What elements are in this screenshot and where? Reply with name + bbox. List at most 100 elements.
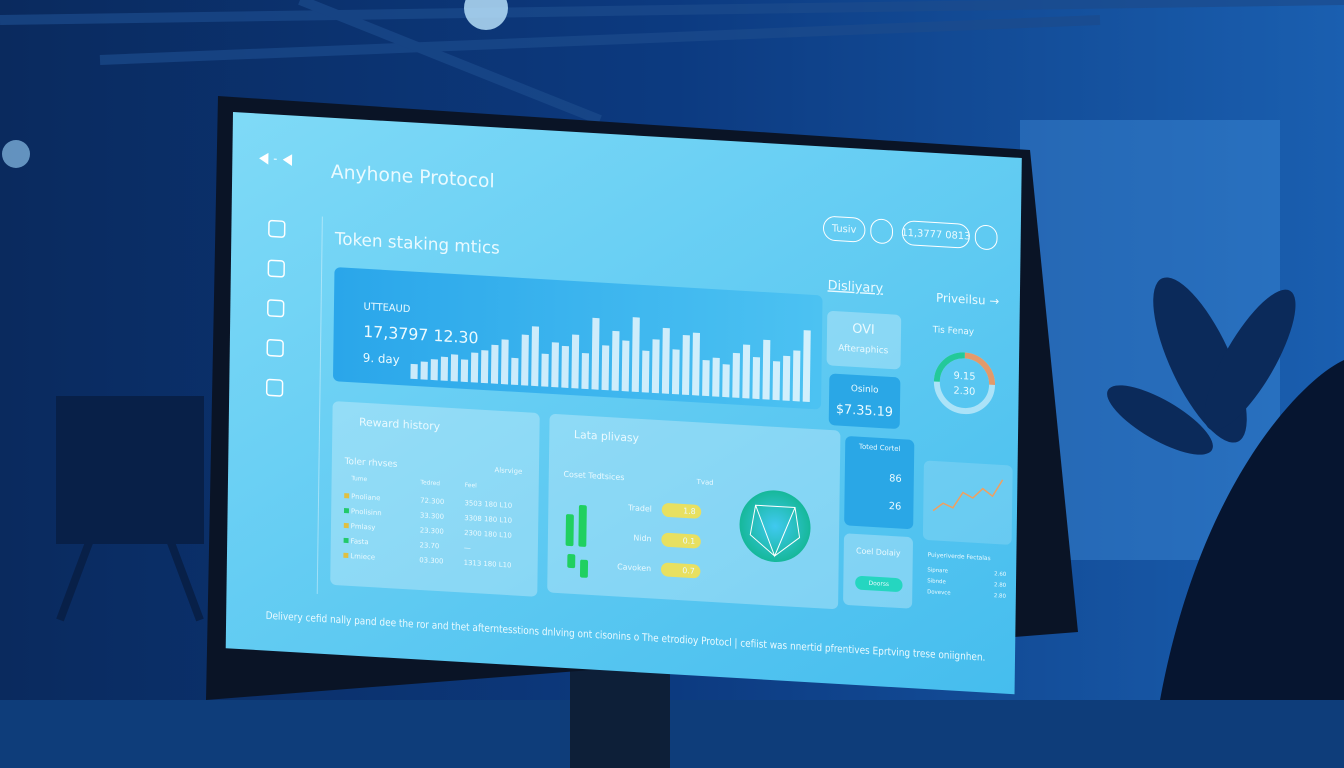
overview-card-label: Osinlo: [851, 384, 879, 396]
ceiling-light: [2, 140, 30, 168]
details-value: 2.80: [994, 593, 1007, 600]
table-cell: Pnolisinn: [351, 507, 382, 517]
person-silhouette: [1150, 360, 1344, 768]
sidebar-icon[interactable]: [266, 339, 284, 357]
panel-note: Tvad: [696, 478, 714, 487]
bar: [712, 357, 720, 397]
ring-value: 2.30: [953, 386, 975, 398]
table-header: Tume: [350, 475, 367, 483]
bar: [470, 352, 479, 383]
privacy-row-label: Cavoken: [617, 562, 651, 573]
sidebar-icon[interactable]: [268, 219, 286, 238]
header-button[interactable]: [822, 216, 866, 243]
total-value: 26: [889, 501, 902, 513]
row-dot: [343, 508, 349, 514]
ring-segment: [964, 352, 996, 386]
overview-card-value: $7.35.19: [836, 402, 893, 420]
staking-period: 9. day: [363, 351, 400, 367]
green-block: [578, 504, 587, 547]
tab[interactable]: Priveilsu →: [936, 291, 999, 309]
table-cell: 1313 180 L10: [464, 559, 512, 570]
details-value: 2.60: [994, 571, 1007, 578]
privacy-row-label: Nidn: [633, 533, 651, 543]
bar: [500, 339, 509, 385]
reward-history-panel: [330, 401, 540, 597]
details-label: Sibnde: [927, 578, 946, 585]
sidebar-divider: [316, 216, 323, 594]
details-title: Puiyeriverde Fectalas: [928, 551, 991, 562]
bar: [561, 345, 569, 388]
header-button[interactable]: [901, 220, 970, 249]
globe-wireframe: [749, 504, 801, 558]
sidebar-icon[interactable]: [265, 378, 284, 397]
table-cell: Lmiece: [350, 552, 375, 561]
bar: [802, 330, 811, 403]
panel-note: Alsrvige: [495, 466, 523, 476]
bar: [511, 357, 519, 386]
bar: [571, 334, 580, 389]
bar: [551, 342, 559, 388]
table-cell: Pmlasy: [351, 522, 376, 531]
bar: [581, 352, 590, 390]
desk: [0, 700, 1344, 768]
overview-card: [828, 373, 901, 429]
details-label: Sipnare: [927, 567, 948, 574]
progress-pill: [661, 532, 701, 549]
delivery-button[interactable]: [855, 576, 903, 593]
screen-background: [225, 112, 1022, 695]
bar: [772, 361, 781, 401]
table-cell: —: [464, 544, 471, 552]
bar: [792, 350, 801, 402]
table-cell: 3308 180 L10: [464, 514, 512, 525]
delivery-panel: [843, 533, 913, 609]
bar: [531, 326, 540, 387]
chair: [56, 396, 204, 622]
header-icon-button[interactable]: [974, 224, 998, 250]
ring-value: 9.15: [954, 371, 976, 383]
bar: [591, 317, 600, 390]
bar: [480, 350, 489, 384]
bar: [641, 350, 650, 393]
privacy-row-value: 1.8: [683, 506, 696, 516]
sidebar-icon[interactable]: [267, 259, 285, 278]
bar: [611, 330, 620, 391]
row-dot: [343, 522, 349, 529]
bar: [621, 340, 630, 392]
total-value: 86: [889, 473, 902, 485]
bar: [661, 327, 670, 394]
progress-pill: [661, 503, 702, 519]
tab[interactable]: Disliyary: [828, 278, 884, 296]
total-title: Toted Cortel: [858, 443, 901, 454]
bar: [722, 364, 730, 398]
trend-line: [932, 479, 1004, 512]
header-button-label: 11,3777 0813: [901, 227, 970, 242]
overview-panel: [826, 310, 902, 370]
sidebar-icon[interactable]: [267, 299, 285, 318]
table-cell: 03.300: [419, 556, 443, 565]
panel-title: Lata plivasy: [574, 428, 640, 445]
overview-subtitle: Afteraphics: [838, 344, 888, 357]
bar: [782, 355, 791, 401]
overview-title: OVI: [852, 321, 875, 337]
row-dot: [343, 552, 349, 558]
table-cell: Pnoliane: [351, 493, 380, 503]
delivery-title: Coel Dolaiy: [856, 546, 901, 558]
bar: [671, 349, 680, 395]
table-cell: 33.300: [420, 511, 444, 520]
globe: [739, 490, 811, 563]
privacy-row-label: Tradel: [627, 503, 652, 513]
bar: [681, 335, 690, 395]
privacy-row-value: 0.1: [683, 536, 696, 546]
bar: [541, 353, 549, 387]
bar: [601, 345, 610, 391]
bar: [460, 359, 469, 383]
bar: [420, 361, 428, 380]
details-label: Dovevce: [927, 589, 951, 596]
green-block: [579, 559, 589, 578]
panel-title: Reward history: [359, 415, 441, 433]
header-icon-button[interactable]: [870, 218, 894, 244]
table-cell: 3503 180 L10: [464, 499, 512, 510]
